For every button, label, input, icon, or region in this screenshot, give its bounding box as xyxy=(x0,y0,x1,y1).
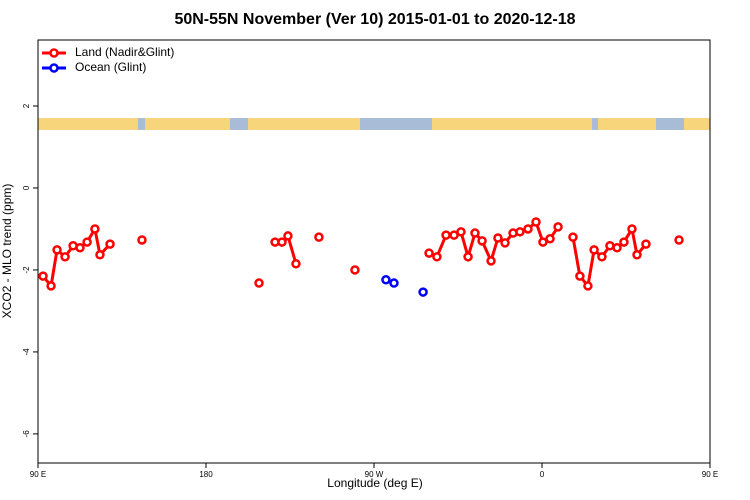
x-tick-label: 0 xyxy=(540,470,545,479)
data-point xyxy=(424,248,434,258)
data-point xyxy=(381,275,391,285)
x-axis-label: Longitude (deg E) xyxy=(327,476,422,490)
x-tick-label: 90 E xyxy=(30,470,46,479)
data-point xyxy=(432,252,442,262)
data-point xyxy=(82,237,92,247)
data-point xyxy=(95,250,105,260)
map-land xyxy=(248,118,360,130)
data-point xyxy=(277,237,287,247)
y-tick-label: 0 xyxy=(22,185,31,190)
map-land xyxy=(432,118,592,130)
x-tick-label: 90 E xyxy=(702,470,718,479)
y-tick-label: -6 xyxy=(22,430,31,438)
data-point xyxy=(418,287,428,297)
map-land xyxy=(598,118,656,130)
data-point xyxy=(612,243,622,253)
data-point xyxy=(38,271,48,281)
data-point xyxy=(350,265,360,275)
x-tick-label: 180 xyxy=(199,470,213,479)
x-tick-label: 90 W xyxy=(365,470,384,479)
y-tick-label: -2 xyxy=(22,266,31,274)
data-point xyxy=(75,243,85,253)
data-point xyxy=(583,281,593,291)
data-point xyxy=(568,232,578,242)
data-point xyxy=(545,234,555,244)
data-point xyxy=(314,232,324,242)
legend-label: Land (Nadir&Glint) xyxy=(75,45,174,59)
data-point xyxy=(137,235,147,245)
data-point xyxy=(553,222,563,232)
data-point xyxy=(477,236,487,246)
data-point xyxy=(515,227,525,237)
data-point xyxy=(441,230,451,240)
data-point xyxy=(486,256,496,266)
chart-title: 50N-55N November (Ver 10) 2015-01-01 to … xyxy=(174,11,575,28)
data-point xyxy=(632,250,642,260)
data-point xyxy=(463,252,473,262)
data-point xyxy=(575,271,585,281)
data-point xyxy=(627,224,637,234)
data-point xyxy=(470,228,480,238)
data-point xyxy=(523,224,533,234)
legend-label: Ocean (Glint) xyxy=(75,60,146,74)
data-point xyxy=(531,217,541,227)
legend-marker xyxy=(49,63,59,73)
map-strip xyxy=(38,118,710,130)
data-point xyxy=(597,252,607,262)
data-point xyxy=(493,233,503,243)
data-point xyxy=(46,281,56,291)
data-point xyxy=(641,239,651,249)
data-point xyxy=(60,252,70,262)
data-point xyxy=(52,245,62,255)
data-point xyxy=(90,224,100,234)
data-point xyxy=(538,237,548,247)
y-tick-label: -4 xyxy=(22,348,31,356)
data-point xyxy=(283,231,293,241)
data-point xyxy=(589,245,599,255)
data-point xyxy=(500,238,510,248)
legend-marker xyxy=(49,48,59,58)
data-point xyxy=(389,278,399,288)
plot-frame xyxy=(37,39,711,464)
data-point xyxy=(619,237,629,247)
data-point xyxy=(674,235,684,245)
data-point xyxy=(291,259,301,269)
map-land xyxy=(684,118,710,130)
map-land xyxy=(38,118,138,130)
data-point xyxy=(105,239,115,249)
y-axis-label: XCO2 - MLO trend (ppm) xyxy=(0,184,14,319)
map-land xyxy=(145,118,230,130)
data-point xyxy=(254,278,264,288)
data-point xyxy=(456,227,466,237)
y-tick-label: 2 xyxy=(22,103,31,108)
